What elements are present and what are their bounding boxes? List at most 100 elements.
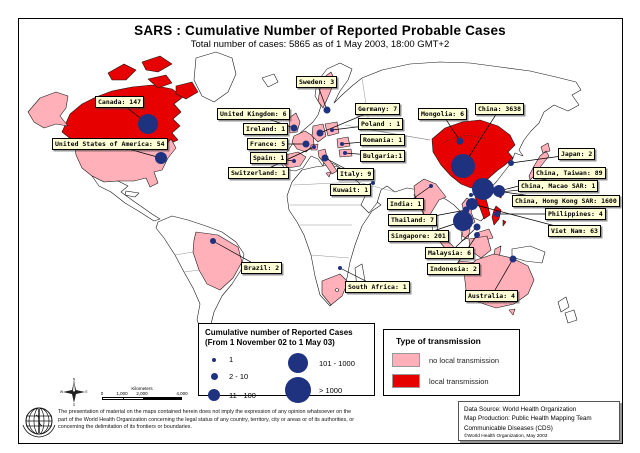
case-dot-usa: [155, 152, 167, 164]
credit-line: Data Source: World Health Organization: [464, 406, 577, 413]
country-label-ireland: Ireland: 1: [243, 123, 289, 135]
legend-size-row: 11 - 100: [205, 389, 283, 401]
page-subtitle: Total number of cases: 5865 as of 1 May …: [190, 39, 450, 50]
case-dot-sweden: [323, 106, 331, 114]
header: SARS : Cumulative Number of Reported Pro…: [18, 23, 622, 50]
case-dot-switzerland: [312, 145, 316, 149]
country-romania: [336, 136, 351, 149]
country-label-germany: Germany: 7: [355, 103, 401, 115]
leader-line-australia: [491, 258, 514, 297]
case-dot-china-hong-kong-sar: [472, 178, 494, 200]
country-south-africa: [321, 273, 349, 306]
country-label-switzerland: Switzerland: 1: [228, 167, 289, 179]
country-label-france: France: 5: [247, 138, 289, 150]
country-label-china: China: 3638: [475, 103, 525, 115]
case-dot-brazil: [210, 238, 216, 244]
case-dot-china-taiwan: [493, 185, 505, 197]
country-sicily: [325, 171, 332, 178]
scale-tick: 2,000: [136, 391, 148, 396]
case-dot-italy: [321, 154, 329, 162]
country-alaska: [27, 91, 69, 129]
country-label-italy: Italy: 9: [337, 168, 375, 180]
country-label-singapore: Singapore: 201: [388, 230, 449, 242]
legend-size-row: 101 - 1000: [283, 353, 368, 373]
scale-tick: 4,000: [176, 391, 188, 396]
transmission-row-local: local transmission: [392, 374, 511, 388]
country-label-australia: Australia: 4: [465, 290, 518, 302]
case-dot-china: [451, 154, 475, 178]
country-usa: [73, 138, 177, 188]
legend-size-row: > 1000: [283, 377, 368, 403]
case-dot-viet-nam: [466, 198, 478, 210]
country-label-south-africa: South Africa: 1: [345, 281, 410, 293]
legend-size-label: > 1000: [319, 385, 343, 395]
country-cuba: [124, 190, 140, 198]
transmission-row-no_local: no local transmission: [392, 353, 511, 367]
credit-line: Map Production: Public Health Mapping Te…: [464, 415, 592, 423]
country-tasmania: [508, 308, 516, 316]
country-label-viet-nam: Viet Nam: 63: [548, 225, 601, 237]
transmission-swatch-local: [392, 374, 420, 388]
country-label-sweden: Sweden: 3: [296, 76, 338, 88]
country-label-usa: United States of America: 54: [52, 138, 168, 150]
page-title: SARS : Cumulative Number of Reported Pro…: [134, 23, 506, 38]
country-france: [291, 130, 315, 153]
country-label-romania: Romania: 1: [360, 134, 406, 146]
legend-size-dot: [208, 389, 220, 401]
mongolia-border: [443, 135, 489, 144]
case-dot-spain: [292, 159, 296, 163]
country-greenland: [193, 51, 237, 103]
case-dot-japan: [508, 160, 514, 166]
legend-size-row: 2 - 10: [205, 372, 283, 381]
country-label-thailand: Thailand: 7: [388, 214, 438, 226]
legend-size-dot: [212, 357, 216, 362]
case-dot-romania: [340, 142, 344, 146]
country-label-canada: Canada: 147: [95, 96, 145, 108]
who-logo-icon: [22, 404, 56, 438]
legend-size-label: 2 - 10: [229, 372, 249, 381]
credit-line: Communicable Diseases (CDS): [464, 424, 553, 432]
case-dot-canada: [138, 114, 158, 134]
case-dot-australia: [509, 255, 517, 263]
country-label-mongolia: Mongolia: 6: [418, 108, 468, 120]
case-dot-poland: [330, 128, 334, 132]
cases-legend: Cumulative number of Reported Cases (Fro…: [198, 323, 375, 403]
transmission-legend-title: Type of transmission: [396, 336, 481, 346]
svg-text:W: W: [60, 390, 64, 394]
legend-size-dot: [288, 353, 308, 373]
scale-tick: 0: [100, 391, 104, 396]
country-label-united-kingdom: United Kingdom: 6: [217, 108, 290, 120]
svg-text:E: E: [85, 390, 88, 394]
case-dot-kuwait: [371, 181, 375, 185]
svg-text:N: N: [73, 378, 76, 381]
country-label-spain: Spain: 1: [250, 152, 288, 164]
scale-bar-unit: Kilometers: [131, 386, 153, 391]
country-label-bulgaria: Bulgaria:1: [360, 150, 406, 162]
transmission-swatch-no_local: [392, 353, 420, 367]
case-dot-germany: [316, 129, 324, 137]
legend-size-label: 1: [229, 355, 234, 364]
country-mexico-central-america: [91, 175, 161, 222]
legend-size-dot: [285, 377, 311, 403]
legend-size-label: 101 - 1000: [319, 358, 355, 368]
country-label-kuwait: Kuwait: 1: [330, 184, 372, 196]
case-dot-philippines: [494, 211, 500, 217]
country-label-china-macao-sar: China, Macao SAR: 1: [518, 180, 599, 192]
country-label-china-hong-kong-sar: China, Hong Kong SAR: 1600: [512, 195, 620, 207]
transmission-legend: Type of transmission no local transmissi…: [383, 329, 520, 396]
compass-rose-icon: N S W E: [60, 377, 88, 407]
transmission-label: no local transmission: [429, 355, 500, 365]
case-dot-mongolia: [456, 137, 464, 145]
legend-size-dot: [210, 373, 218, 380]
country-label-poland: Poland : 1: [358, 118, 404, 130]
case-dot-indonesia: [474, 232, 480, 238]
case-dot-china-macao-sar: [469, 193, 473, 197]
credits-box: Data Source: World Health Organization Ma…: [458, 401, 620, 441]
country-label-japan: Japan: 2: [558, 148, 596, 160]
cases-legend-subtitle: (From 1 November 02 to 1 May 03): [205, 338, 335, 347]
country-label-india: India: 1: [387, 198, 425, 210]
canada-arctic-islands: [107, 55, 199, 100]
case-dot-south-africa: [338, 266, 342, 270]
